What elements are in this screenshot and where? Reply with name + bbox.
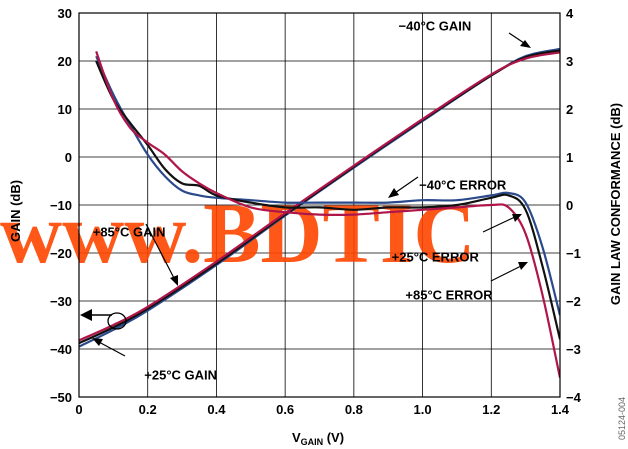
annotation-arrows	[80, 32, 531, 357]
x-tick-label: 1.2	[482, 402, 500, 417]
left-y-tick-label: −20	[50, 246, 72, 261]
left-y-axis-title: GAIN (dB)	[8, 180, 23, 242]
annotation-label: +85°C ERROR	[405, 288, 493, 303]
left-y-tick-label: 10	[58, 102, 72, 117]
left-y-tick-label: 30	[58, 6, 72, 21]
arrowhead-p85-gain	[170, 275, 178, 286]
x-tick-label: 0.6	[276, 402, 294, 417]
circle-marker	[107, 312, 127, 330]
right-y-tick-label: 1	[566, 150, 573, 165]
right-y-tick-label: 3	[566, 54, 573, 69]
figure-id: 05124-004	[617, 397, 627, 440]
x-tick-label: 0.8	[345, 402, 363, 417]
annotation-label: −40°C ERROR	[419, 178, 507, 193]
arrowhead-left-axis	[80, 309, 92, 321]
annotation-label: −40°C GAIN	[399, 18, 472, 33]
left-y-tick-label: −30	[50, 294, 72, 309]
right-y-tick-label: −3	[566, 342, 581, 357]
arrowhead-p25-gain	[92, 338, 103, 346]
right-y-tick-label: 0	[566, 198, 573, 213]
left-y-tick-label: −40	[50, 342, 72, 357]
series-line-85-c-error	[95, 51, 560, 379]
series-line-85-c-gain	[79, 51, 560, 342]
right-y-tick-label: 4	[566, 6, 574, 21]
x-tick-label: 0.4	[207, 402, 226, 417]
x-tick-label: 0.2	[139, 402, 157, 417]
annotation-label: +85°C GAIN	[93, 225, 166, 240]
right-y-tick-label: 2	[566, 102, 573, 117]
arrowhead-p25-error	[512, 214, 522, 222]
right-y-tick-label: −4	[566, 390, 582, 405]
annotation-label: +25°C ERROR	[392, 250, 480, 265]
arrowhead-m40-error	[388, 188, 399, 198]
left-y-tick-label: −50	[50, 390, 72, 405]
arrow-p25-error	[482, 215, 518, 233]
series-line-40-c-error	[95, 55, 560, 316]
left-y-tick-label: 20	[58, 54, 72, 69]
annotation-label: +25°C GAIN	[144, 368, 217, 383]
x-tick-labels: 0 0.2 0.4 0.6 0.8 1.0 1.2 1.4	[75, 402, 569, 417]
x-tick-label: 0	[75, 402, 82, 417]
right-y-tick-label: −1	[566, 246, 581, 261]
series-line-25-c-error	[95, 60, 560, 340]
arrowhead-p85-error	[518, 262, 528, 270]
x-tick-label: 1.0	[414, 402, 432, 417]
left-y-tick-label: 0	[65, 150, 72, 165]
arrow-p85-error	[490, 264, 524, 282]
arrowhead-m40-gain	[520, 40, 531, 48]
x-axis-title: VGAIN (V)	[292, 430, 344, 447]
right-y-axis-title: GAIN LAW CONFORMANCE (dB)	[608, 103, 623, 305]
left-y-tick-labels: 30 20 10 0 −10 −20 −30 −40 −50	[50, 6, 72, 405]
plot-frame	[78, 12, 561, 398]
annotations: −40°C GAIN −40°C ERROR +85°C GAIN +25°C ERR…	[93, 18, 507, 382]
arrow-p25-gain	[96, 340, 126, 357]
right-y-tick-labels: 4 3 2 1 0 −1 −2 −3 −4	[566, 6, 582, 405]
series-lines	[79, 47, 560, 379]
right-y-tick-label: −2	[566, 294, 581, 309]
arrow-p85-gain	[145, 223, 176, 281]
left-y-tick-label: −10	[50, 198, 72, 213]
x-tick-label: 1.4	[551, 402, 570, 417]
